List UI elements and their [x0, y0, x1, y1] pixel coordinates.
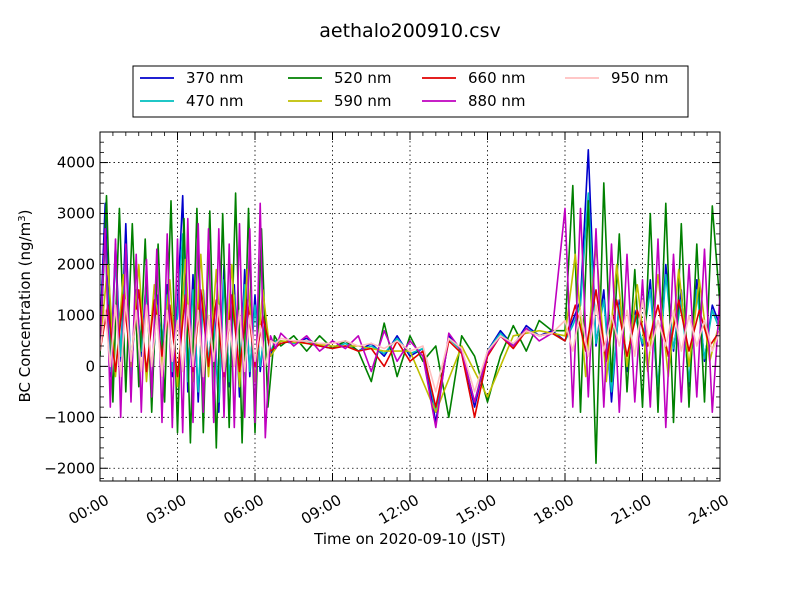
x-axis-label: Time on 2020-09-10 (JST): [313, 530, 506, 548]
legend-box: [132, 65, 689, 118]
legend: 370 nm 470 nm 520 nm 590 nm 660 nm 880 nm 950 …: [132, 65, 689, 118]
y-tick-label: 1000: [57, 306, 95, 324]
y-tick-label: 0: [85, 357, 95, 375]
legend-label-370: 370 nm: [186, 69, 244, 87]
y-axis-label-text: BC Concentration (ng/m: [16, 222, 34, 403]
y-axis-label-suffix: ): [16, 210, 34, 216]
chart-title: aethalo200910.csv: [319, 20, 501, 42]
y-axis-label: BC Concentration (ng/m3): [16, 210, 34, 403]
series-lines: [100, 149, 720, 465]
legend-label-880: 880 nm: [468, 92, 526, 110]
y-tick-label: 2000: [57, 255, 95, 273]
legend-label-950: 950 nm: [611, 69, 669, 87]
series-line-660: [100, 289, 720, 419]
y-axis-ticks: −2000 −1000 0 1000 2000 3000 4000: [44, 131, 720, 479]
y-tick-label: −1000: [44, 408, 95, 426]
series-line-950: [100, 299, 720, 393]
y-tick-label: −2000: [44, 459, 95, 477]
y-tick-label: 4000: [57, 154, 95, 172]
legend-label-470: 470 nm: [186, 92, 244, 110]
series-line-880: [100, 202, 720, 439]
legend-label-520: 520 nm: [334, 69, 392, 87]
y-axis-label-superscript: 3: [17, 215, 28, 221]
y-tick-label: 3000: [57, 205, 95, 223]
legend-label-590: 590 nm: [334, 92, 392, 110]
legend-label-660: 660 nm: [468, 69, 526, 87]
